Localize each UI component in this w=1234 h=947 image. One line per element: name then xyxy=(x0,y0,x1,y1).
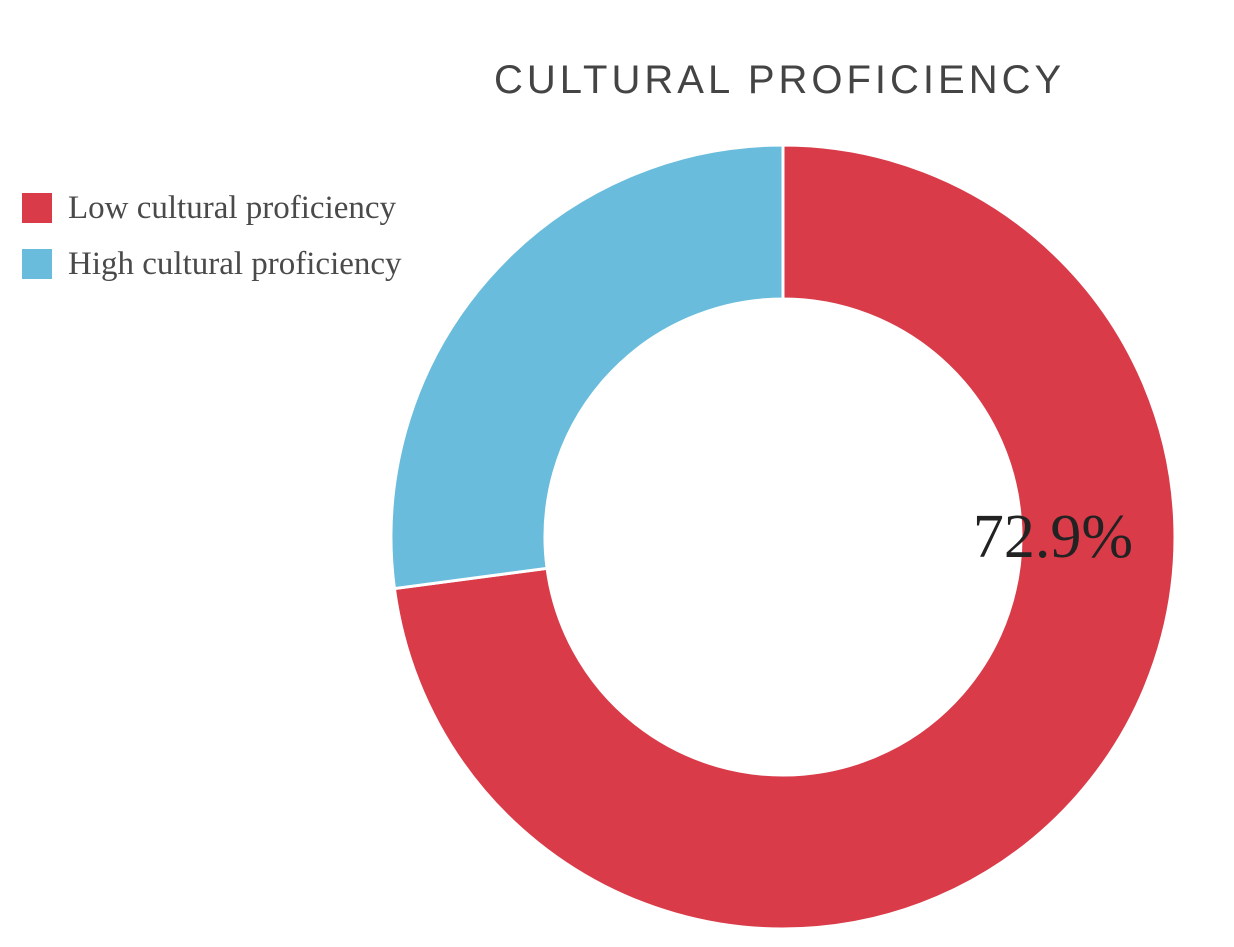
legend-swatch-high xyxy=(22,249,52,279)
legend-swatch-low xyxy=(22,193,52,223)
chart-title: CULTURAL PROFICIENCY xyxy=(494,58,1066,102)
data-label-low: 72.9% xyxy=(973,503,1133,571)
legend-label-high: High cultural proficiency xyxy=(68,245,402,282)
donut-slice-high[interactable] xyxy=(389,143,785,591)
donut-slice-low[interactable] xyxy=(392,143,1177,931)
legend-label-low: Low cultural proficiency xyxy=(68,189,397,226)
legend-item-low[interactable]: Low cultural proficiency xyxy=(22,180,402,236)
legend-item-high[interactable]: High cultural proficiency xyxy=(22,236,402,292)
legend: Low cultural proficiency High cultural p… xyxy=(22,180,402,292)
